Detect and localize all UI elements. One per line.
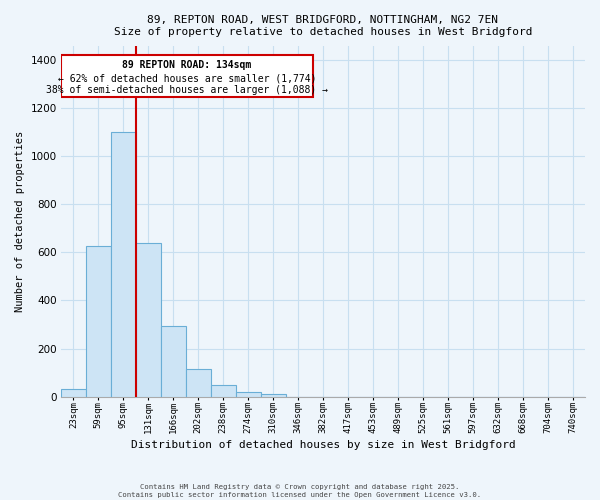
Bar [211,384,236,396]
Bar [136,243,161,396]
Y-axis label: Number of detached properties: Number of detached properties [15,130,25,312]
X-axis label: Distribution of detached houses by size in West Bridgford: Distribution of detached houses by size … [131,440,515,450]
Text: Contains HM Land Registry data © Crown copyright and database right 2025.
Contai: Contains HM Land Registry data © Crown c… [118,484,482,498]
Bar [260,394,286,396]
Bar [86,246,111,396]
Bar [186,369,211,396]
Text: ← 62% of detached houses are smaller (1,774): ← 62% of detached houses are smaller (1,… [58,74,316,84]
Title: 89, REPTON ROAD, WEST BRIDGFORD, NOTTINGHAM, NG2 7EN
Size of property relative t: 89, REPTON ROAD, WEST BRIDGFORD, NOTTING… [114,15,532,36]
Bar [61,390,86,396]
Bar [161,326,186,396]
Bar [111,132,136,396]
FancyBboxPatch shape [61,56,313,98]
Text: 89 REPTON ROAD: 134sqm: 89 REPTON ROAD: 134sqm [122,60,251,70]
Text: 38% of semi-detached houses are larger (1,088) →: 38% of semi-detached houses are larger (… [46,85,328,95]
Bar [236,392,260,396]
